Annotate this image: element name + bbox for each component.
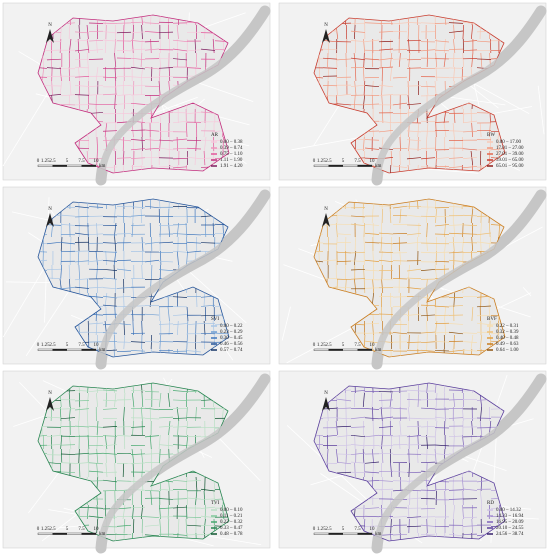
scale-label: 2.5 [325,343,332,348]
scale-bar-fill [329,165,344,167]
legend-label: 17.01 – 27.00 [496,146,524,151]
scale-label: 7.5 [354,527,361,532]
legend-label: 24.56 – 38.74 [496,532,524,537]
scale-unit: km [375,532,382,537]
legend-label: 0.57 – 0.74 [220,348,243,353]
legend-label: 20.10 – 24.55 [496,526,524,531]
legend-label: 0.00 – 14.32 [496,508,522,513]
north-label: N [48,391,52,396]
scale-bar-fill [358,349,373,351]
scale-unit: km [99,532,106,537]
scale-unit: km [99,164,106,169]
legend-label: 0.46 – 0.56 [220,342,243,347]
north-label: N [324,207,328,212]
legend-label: 0.48 – 0.78 [220,532,243,537]
legend-title: SVI [211,317,219,322]
legend-title: BVF [487,317,497,322]
legend-title: BW [487,133,495,138]
legend-title: TVI [211,501,220,506]
scale-bar-fill [82,165,97,167]
legend-label: 1.11 – 1.90 [220,158,243,163]
scale-label: 2.5 [49,343,56,348]
scale-label: 2.5 [49,159,56,164]
legend-label: 65.01 – 95.00 [496,164,524,169]
scale-label: 2.5 [325,527,332,532]
legend-title: AR [211,133,219,138]
legend-label: 0.22 – 0.32 [220,520,243,525]
scale-bar-fill [82,349,97,351]
north-label: N [48,23,52,28]
scale-label: 7.5 [354,159,361,164]
scale-label: 7.5 [78,159,85,164]
legend-label: 1.91 – 4.20 [220,164,243,169]
north-label: N [48,207,52,212]
legend-label: 0.00 – 0.38 [220,140,243,145]
scale-label: 2.5 [49,527,56,532]
legend-label: 0.11 – 0.21 [220,514,243,519]
legend-label: 27.01 – 39.00 [496,152,524,157]
legend-label: 39.01 – 65.00 [496,158,524,163]
scale-bar-fill [53,349,68,351]
scale-unit: km [99,348,106,353]
legend-label: 0.22 – 0.31 [496,324,519,329]
legend-title: RD [487,501,494,506]
scale-label: 7.5 [354,343,361,348]
north-label: N [324,23,328,28]
legend-label: 0.49 – 0.63 [496,342,519,347]
scale-label: 7.5 [78,343,85,348]
legend-label: 0.39 – 0.74 [220,146,243,151]
legend-label: 0.30 – 0.45 [220,336,243,341]
legend-label: 0.32 – 0.39 [496,330,519,335]
scale-bar-fill [82,533,97,535]
legend-label: 0.40 – 0.48 [496,336,519,341]
scale-bar-fill [358,165,373,167]
scale-unit: km [375,164,382,169]
scale-bar-fill [329,349,344,351]
legend-label: 0.23 – 0.29 [220,330,243,335]
north-label: N [324,391,328,396]
scale-unit: km [375,348,382,353]
legend-label: 0.00 – 17.00 [496,140,522,145]
legend-label: 16.95 – 20.09 [496,520,524,525]
legend-label: 0.00 – 0.10 [220,508,243,513]
legend-label: 0.75 – 1.10 [220,152,243,157]
scale-label: 2.5 [325,159,332,164]
legend-label: 0.00 – 0.22 [220,324,243,329]
legend-label: 0.64 – 1.00 [496,348,519,353]
legend-label: 0.33 – 0.47 [220,526,243,531]
scale-bar-fill [53,165,68,167]
scale-bar-fill [53,533,68,535]
scale-bar-fill [358,533,373,535]
scale-bar-fill [329,533,344,535]
scale-label: 7.5 [78,527,85,532]
legend-label: 14.33 – 16.94 [496,514,524,519]
